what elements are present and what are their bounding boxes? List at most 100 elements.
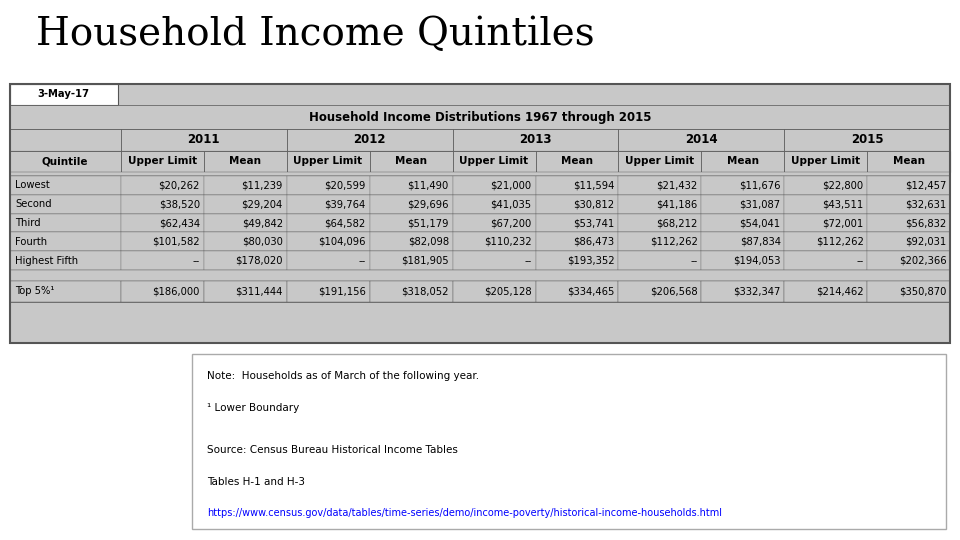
Text: $38,520: $38,520 — [158, 199, 200, 209]
Bar — [702, 281, 784, 302]
Bar — [618, 151, 702, 172]
Text: $21,432: $21,432 — [657, 180, 698, 190]
Bar — [452, 151, 536, 172]
Text: $87,834: $87,834 — [739, 237, 780, 247]
Text: Mean: Mean — [229, 156, 261, 166]
Text: --: -- — [856, 256, 864, 266]
Text: --: -- — [690, 256, 698, 266]
Bar — [536, 151, 618, 172]
Bar — [204, 233, 287, 252]
Bar — [10, 129, 121, 151]
Bar — [370, 213, 452, 233]
Bar — [618, 233, 702, 252]
Bar — [10, 252, 950, 271]
Bar — [370, 176, 452, 194]
Bar — [10, 151, 950, 172]
Bar — [536, 213, 618, 233]
Bar — [868, 213, 950, 233]
Bar — [536, 194, 618, 213]
Text: Tables H-1 and H-3: Tables H-1 and H-3 — [207, 477, 305, 487]
Text: $11,490: $11,490 — [407, 180, 448, 190]
Bar — [10, 105, 950, 129]
Bar — [121, 213, 204, 233]
Text: $39,764: $39,764 — [324, 199, 366, 209]
Bar — [618, 252, 702, 271]
Text: Note:  Households as of March of the following year.: Note: Households as of March of the foll… — [207, 372, 479, 381]
Text: $68,212: $68,212 — [657, 218, 698, 228]
Bar — [287, 233, 370, 252]
Bar — [452, 213, 536, 233]
Bar — [452, 233, 536, 252]
Bar — [121, 233, 204, 252]
Text: $214,462: $214,462 — [816, 286, 864, 296]
Bar — [784, 281, 868, 302]
Bar — [204, 151, 287, 172]
Text: $49,842: $49,842 — [242, 218, 283, 228]
Text: Top 5%¹: Top 5%¹ — [15, 286, 55, 296]
Bar — [370, 233, 452, 252]
Bar — [121, 176, 204, 194]
Text: $41,035: $41,035 — [491, 199, 532, 209]
Text: Household Income Distributions 1967 through 2015: Household Income Distributions 1967 thro… — [309, 111, 651, 124]
Text: 2015: 2015 — [852, 133, 884, 146]
Text: Upper Limit: Upper Limit — [625, 156, 694, 166]
Bar — [868, 176, 950, 194]
Text: $62,434: $62,434 — [158, 218, 200, 228]
Bar — [10, 176, 950, 194]
Bar — [618, 129, 784, 151]
Text: Household Income Quintiles: Household Income Quintiles — [36, 16, 595, 53]
Text: Third: Third — [15, 218, 41, 228]
Bar — [868, 252, 950, 271]
Text: $32,631: $32,631 — [905, 199, 947, 209]
Text: 2012: 2012 — [353, 133, 386, 146]
Text: --: -- — [524, 256, 532, 266]
Bar — [868, 233, 950, 252]
Bar — [10, 271, 950, 281]
Bar — [287, 213, 370, 233]
Bar — [287, 151, 370, 172]
Bar — [452, 252, 536, 271]
Text: $202,366: $202,366 — [899, 256, 947, 266]
Text: Upper Limit: Upper Limit — [791, 156, 860, 166]
Bar — [784, 194, 868, 213]
Bar — [121, 281, 204, 302]
Bar — [204, 281, 287, 302]
Text: $318,052: $318,052 — [401, 286, 448, 296]
Text: Mean: Mean — [561, 156, 593, 166]
Bar — [10, 129, 950, 151]
Text: $30,812: $30,812 — [573, 199, 614, 209]
Bar — [618, 176, 702, 194]
Bar — [121, 151, 204, 172]
Bar — [784, 151, 868, 172]
Text: $334,465: $334,465 — [567, 286, 614, 296]
Text: Upper Limit: Upper Limit — [460, 156, 529, 166]
Text: $350,870: $350,870 — [900, 286, 947, 296]
Text: $186,000: $186,000 — [153, 286, 200, 296]
Text: $194,053: $194,053 — [733, 256, 780, 266]
Text: ¹ Lower Boundary: ¹ Lower Boundary — [207, 403, 300, 413]
Bar — [287, 252, 370, 271]
Text: Lowest: Lowest — [15, 180, 50, 190]
Bar — [10, 176, 121, 194]
Text: $22,800: $22,800 — [823, 180, 864, 190]
Text: 2013: 2013 — [519, 133, 552, 146]
Bar — [702, 151, 784, 172]
Bar — [370, 252, 452, 271]
Text: 3-May-17: 3-May-17 — [37, 90, 89, 99]
Text: Mean: Mean — [727, 156, 759, 166]
Text: Mean: Mean — [395, 156, 427, 166]
Bar — [10, 213, 950, 233]
Bar — [10, 281, 950, 302]
Bar — [868, 151, 950, 172]
Bar — [784, 176, 868, 194]
Text: $11,239: $11,239 — [241, 180, 283, 190]
Bar — [452, 176, 536, 194]
Text: $51,179: $51,179 — [407, 218, 448, 228]
Text: --: -- — [193, 256, 200, 266]
Text: $104,096: $104,096 — [319, 237, 366, 247]
Bar — [452, 129, 618, 151]
Bar — [370, 151, 452, 172]
Text: $86,473: $86,473 — [573, 237, 614, 247]
Bar — [287, 129, 452, 151]
Text: $43,511: $43,511 — [823, 199, 864, 209]
